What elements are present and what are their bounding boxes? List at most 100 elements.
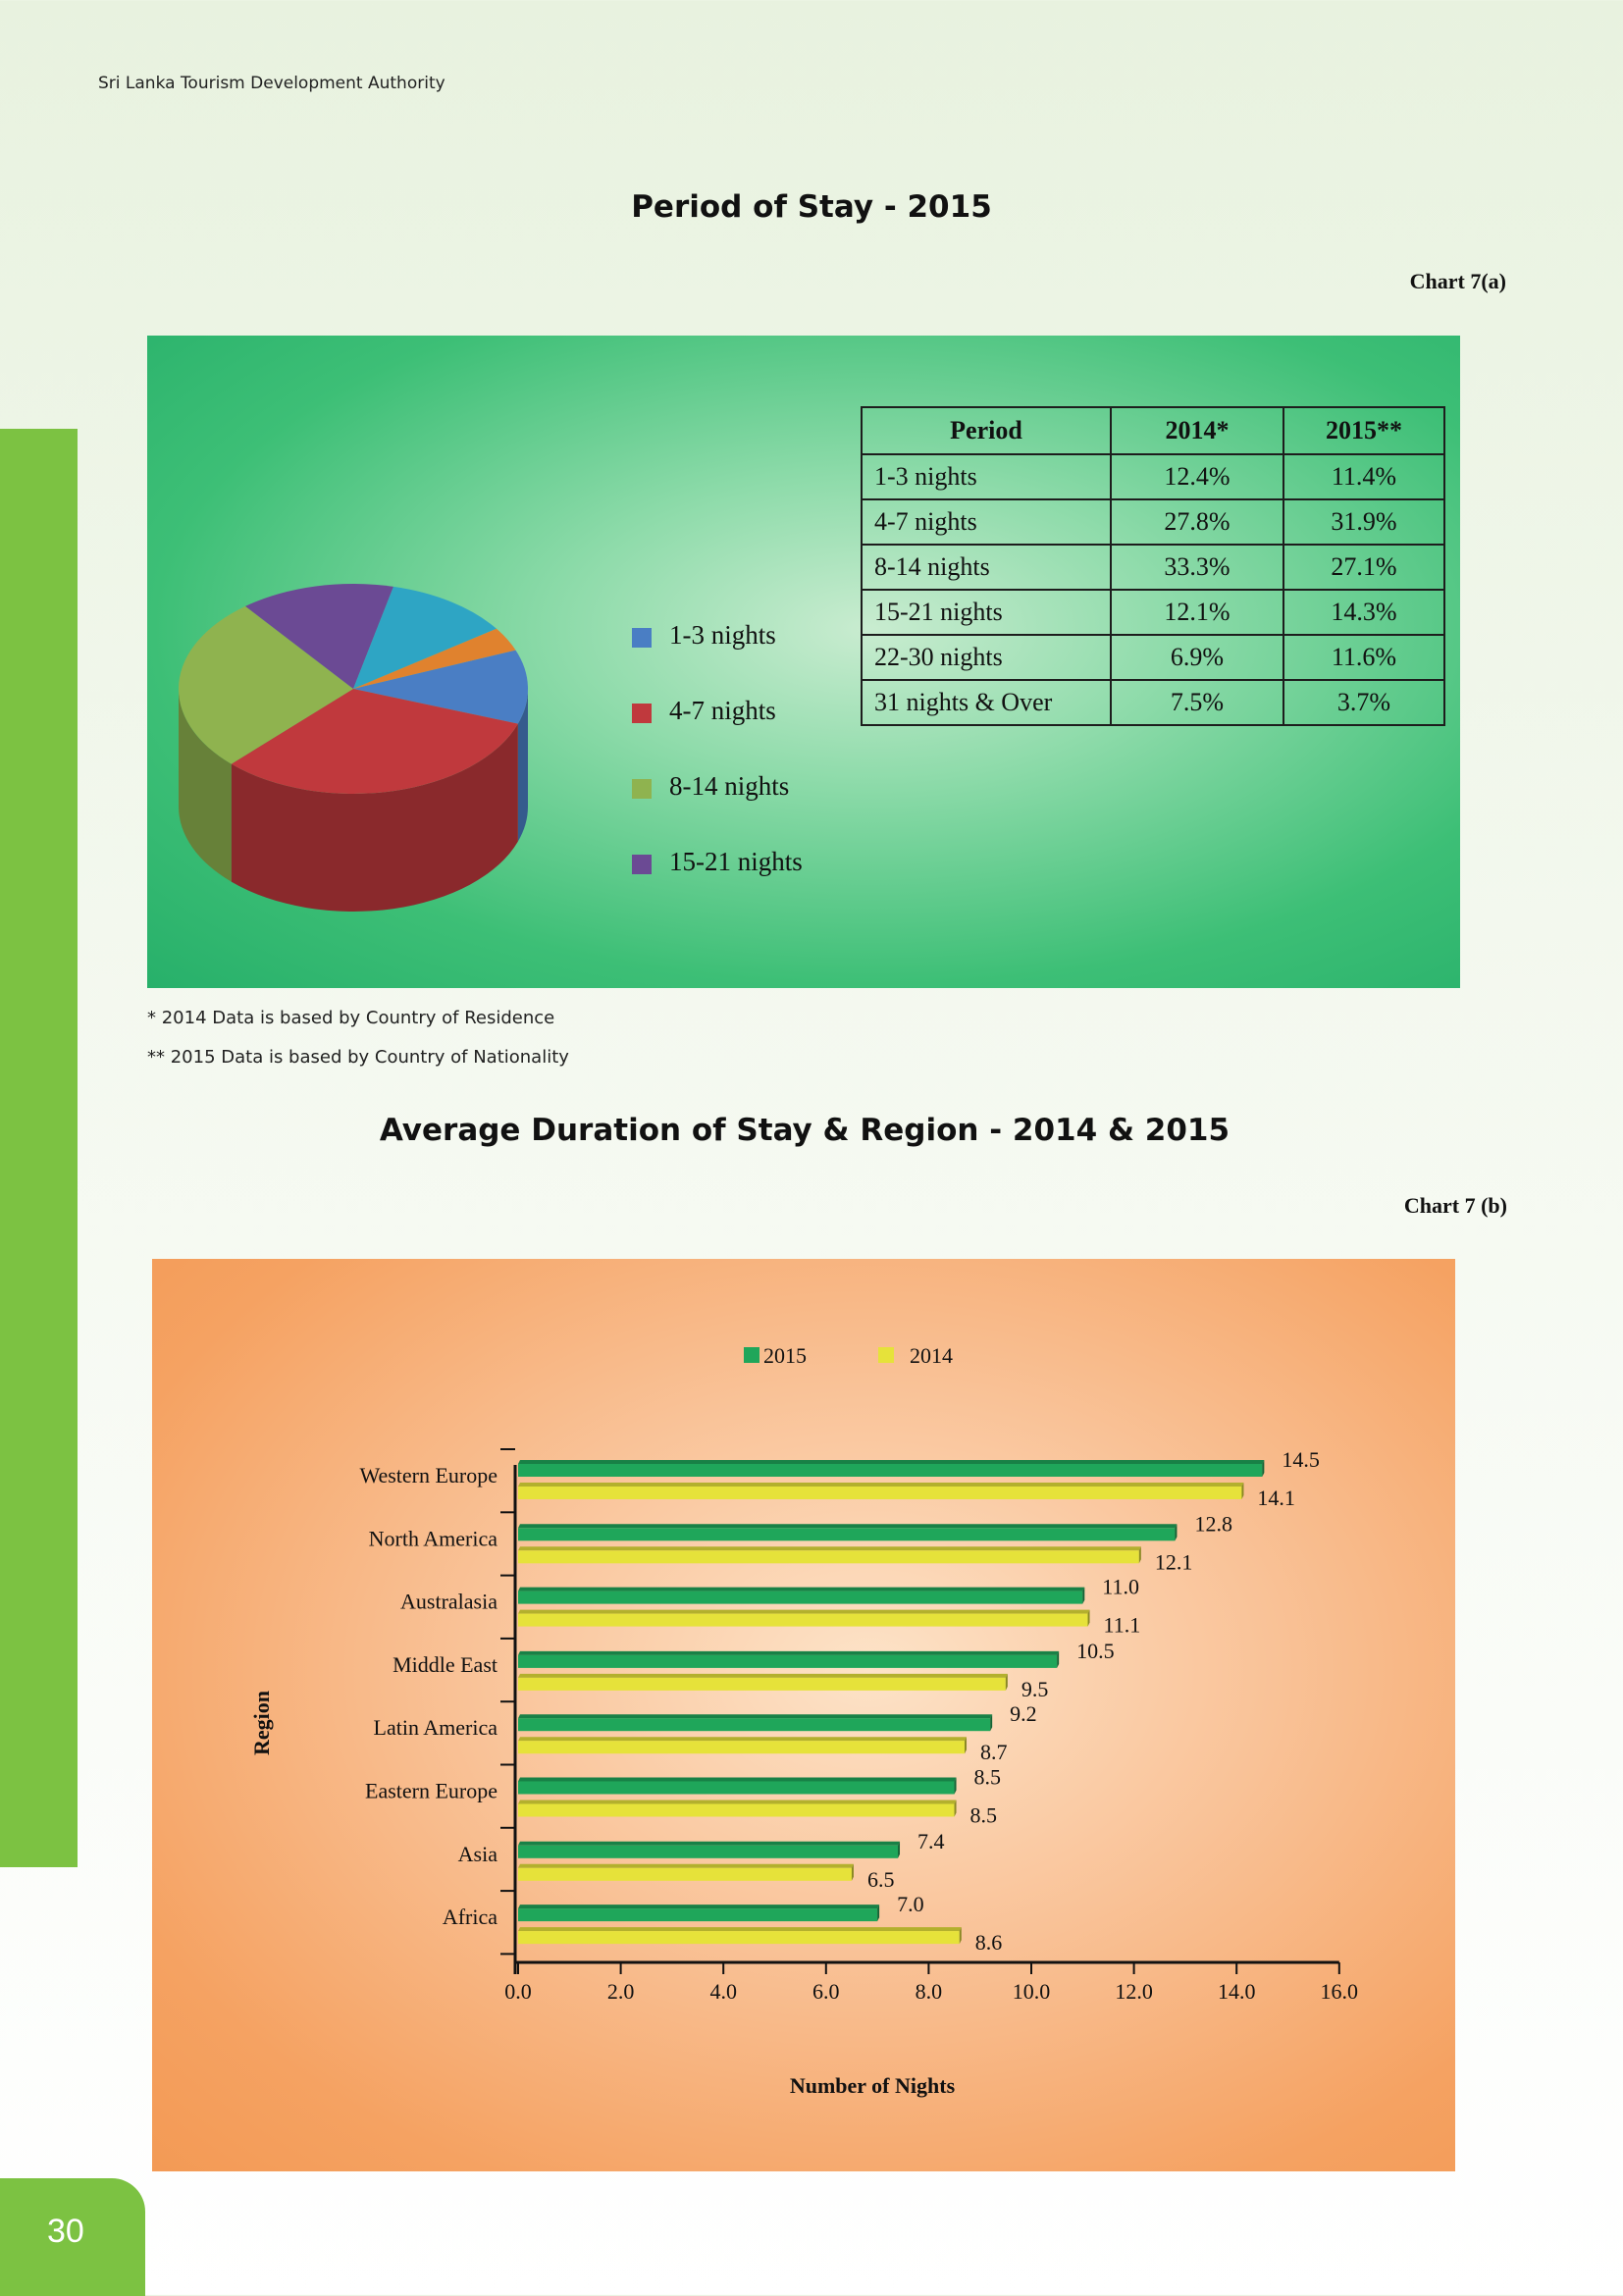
category-label: Africa: [443, 1905, 497, 1929]
bar-2015-top: [518, 1714, 993, 1719]
bar-2014-end: [1241, 1483, 1244, 1499]
bar-2015-top: [518, 1650, 1060, 1655]
footnote-2014: * 2014 Data is based by Country of Resid…: [147, 1008, 555, 1028]
legend-label: 8-14 nights: [669, 771, 790, 801]
bar-2014-end: [954, 1800, 957, 1817]
bar-2014: [518, 1931, 960, 1945]
bar-2014-end: [1087, 1609, 1090, 1627]
category-label: Latin America: [374, 1715, 498, 1740]
bar-2014: [518, 1741, 966, 1754]
table-cell: 7.5%: [1110, 679, 1284, 726]
x-tick-label: 10.0: [1013, 1979, 1051, 2004]
legend-label: 1-3 nights: [669, 620, 776, 650]
bar-2015: [518, 1528, 1176, 1541]
bar-2014-end: [965, 1737, 968, 1754]
bar-2015-end: [954, 1777, 957, 1795]
page-number-tab: [0, 2178, 145, 2296]
pie-slice: [179, 605, 353, 764]
x-tick-label: 14.0: [1218, 1979, 1256, 2004]
bar-2015-end: [990, 1714, 993, 1732]
table-cell: 31 nights & Over: [861, 679, 1112, 726]
bar-2014-top: [518, 1927, 962, 1932]
table-header-row: Period 2014* 2015**: [861, 406, 1445, 455]
data-label-2015: 10.5: [1076, 1639, 1115, 1663]
table-cell: 31.9%: [1283, 498, 1445, 546]
page-number: 30: [47, 2213, 84, 2250]
bar-2014: [518, 1867, 852, 1881]
bar-2015-top: [518, 1587, 1085, 1592]
legend-swatch: [632, 704, 652, 723]
pie-slice-side: [179, 689, 232, 882]
table-cell: 27.1%: [1283, 544, 1445, 591]
legend-swatch-2014: [878, 1347, 894, 1363]
bar-2015-end: [1262, 1460, 1265, 1477]
bar-2014-top: [518, 1483, 1244, 1487]
bar-2015: [518, 1845, 899, 1858]
bar-2015-end: [898, 1841, 901, 1858]
chart-a-title: Period of Stay - 2015: [631, 189, 992, 225]
category-label: Australasia: [400, 1590, 497, 1614]
bar-2014-end: [851, 1863, 854, 1881]
data-label-2015: 7.4: [917, 1829, 945, 1853]
x-tick-label: 2.0: [607, 1979, 635, 2004]
table-cell: 12.4%: [1110, 453, 1284, 500]
bar-2014-top: [518, 1863, 854, 1868]
bar-2015-end: [1057, 1650, 1060, 1668]
legend-label: 15-21 nights: [669, 847, 803, 876]
chart-a-label: Chart 7(a): [1409, 269, 1506, 293]
data-label-2014: 14.1: [1257, 1486, 1295, 1510]
data-label-2015: 12.8: [1194, 1511, 1232, 1536]
x-tick-label: 12.0: [1115, 1979, 1153, 2004]
period-table: Period 2014* 2015** 1-3 nights 12.4% 11.…: [861, 406, 1445, 726]
bar-2015: [518, 1591, 1083, 1604]
legend-swatch: [632, 779, 652, 799]
legend-swatch: [632, 628, 652, 648]
legend-label-2014: 2014: [910, 1343, 953, 1368]
data-label-2015: 11.0: [1102, 1575, 1139, 1599]
data-label-2014: 9.5: [1021, 1677, 1049, 1701]
pie-slice-side: [517, 689, 528, 842]
data-label-2015: 9.2: [1010, 1701, 1037, 1726]
pie-slice: [245, 584, 394, 689]
table-row: 8-14 nights 33.3% 27.1%: [861, 544, 1445, 591]
data-label-2015: 14.5: [1282, 1447, 1320, 1472]
pie-slice-side: [231, 723, 518, 912]
bar-chart: 2015 2014 0.0 2.0 4.0 6.0 8.0 10.0 12.0 14.0 16.0 N…: [249, 1343, 1359, 2098]
pie-slice: [353, 586, 497, 689]
bar-2014-end: [959, 1927, 962, 1945]
table-cell: 15-21 nights: [861, 589, 1112, 636]
bar-2014-top: [518, 1546, 1141, 1551]
table-cell: 11.6%: [1283, 634, 1445, 681]
organization-header: Sri Lanka Tourism Development Authority: [98, 74, 445, 93]
y-axis-title: Region: [249, 1691, 274, 1755]
table-cell: 14.3%: [1283, 589, 1445, 636]
bar-2014-end: [1005, 1673, 1008, 1691]
pie-chart: [179, 584, 528, 912]
table-cell: 6.9%: [1110, 634, 1284, 681]
legend-label: 4-7 nights: [669, 696, 776, 725]
category-label: Western Europe: [359, 1463, 497, 1487]
x-tick-label: 16.0: [1321, 1979, 1359, 2004]
bar-2015-end: [1082, 1587, 1085, 1604]
bar-2015-top: [518, 1460, 1265, 1464]
pie-slice: [231, 689, 518, 794]
bar-2014-end: [1138, 1546, 1141, 1564]
bar-2015: [518, 1654, 1058, 1668]
category-label: North America: [369, 1526, 498, 1550]
bar-2014-top: [518, 1673, 1008, 1678]
bar-2014-top: [518, 1800, 957, 1804]
bar-2015: [518, 1464, 1263, 1477]
x-tick-label: 6.0: [812, 1979, 840, 2004]
x-tick-label: 0.0: [504, 1979, 532, 2004]
table-header: Period: [861, 406, 1112, 455]
x-tick-label: 4.0: [709, 1979, 737, 2004]
table-cell: 3.7%: [1283, 679, 1445, 726]
table-row: 1-3 nights 12.4% 11.4%: [861, 453, 1445, 500]
table-cell: 8-14 nights: [861, 544, 1112, 591]
data-label-2014: 8.5: [970, 1803, 998, 1828]
bar-2015: [518, 1718, 991, 1732]
data-label-2015: 7.0: [897, 1892, 924, 1916]
bar-2014-top: [518, 1609, 1090, 1614]
table-cell: 33.3%: [1110, 544, 1284, 591]
chart-b-label: Chart 7 (b): [1403, 1193, 1507, 1218]
